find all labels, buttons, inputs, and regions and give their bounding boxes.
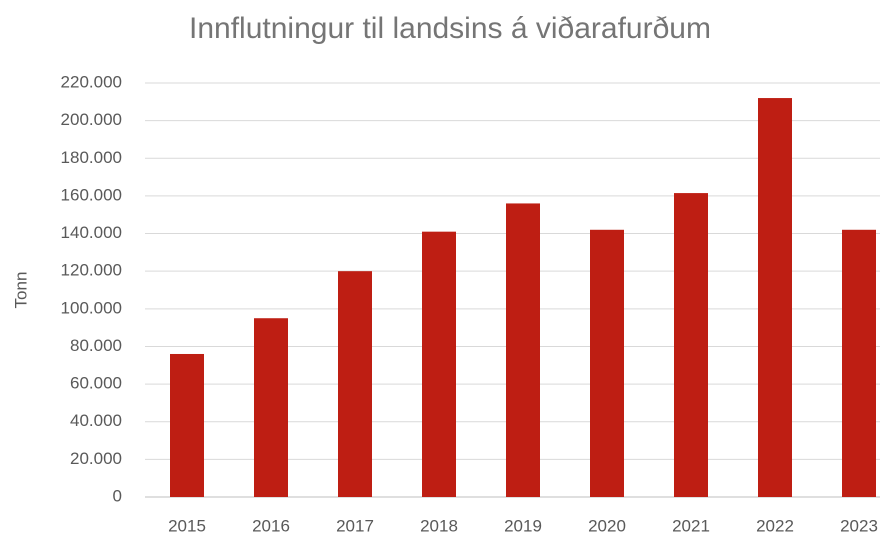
x-tick-label: 2019 — [504, 516, 542, 535]
x-tick-label: 2015 — [168, 516, 206, 535]
y-tick-label: 100.000 — [61, 298, 122, 317]
bar — [338, 271, 372, 497]
x-tick-label: 2021 — [672, 516, 710, 535]
y-tick-label: 220.000 — [61, 72, 122, 91]
x-tick-label: 2017 — [336, 516, 374, 535]
bar — [590, 229, 624, 498]
y-tick-label: 160.000 — [61, 185, 122, 204]
bar — [506, 203, 540, 497]
y-tick-label: 60.000 — [70, 374, 122, 393]
x-tick-label: 2023 — [840, 516, 878, 535]
bar — [254, 318, 288, 497]
y-tick-label: 0 — [113, 486, 122, 505]
x-tick-label: 2022 — [756, 516, 794, 535]
y-axis-label: Tonn — [11, 272, 30, 309]
x-tick-label: 2016 — [252, 516, 290, 535]
bar — [842, 229, 876, 498]
bar — [422, 231, 456, 497]
y-tick-label: 20.000 — [70, 449, 122, 468]
y-tick-label: 120.000 — [61, 261, 122, 280]
bar — [674, 193, 708, 497]
y-tick-label: 40.000 — [70, 411, 122, 430]
x-tick-label: 2018 — [420, 516, 458, 535]
y-tick-label: 180.000 — [61, 148, 122, 167]
x-tick-label: 2020 — [588, 516, 626, 535]
y-tick-label: 140.000 — [61, 223, 122, 242]
bar — [758, 98, 792, 498]
y-tick-label: 200.000 — [61, 110, 122, 129]
chart-title: Innflutningur til landsins á viðarafurðu… — [189, 12, 711, 45]
y-tick-label: 80.000 — [70, 336, 122, 355]
bar — [170, 353, 204, 497]
